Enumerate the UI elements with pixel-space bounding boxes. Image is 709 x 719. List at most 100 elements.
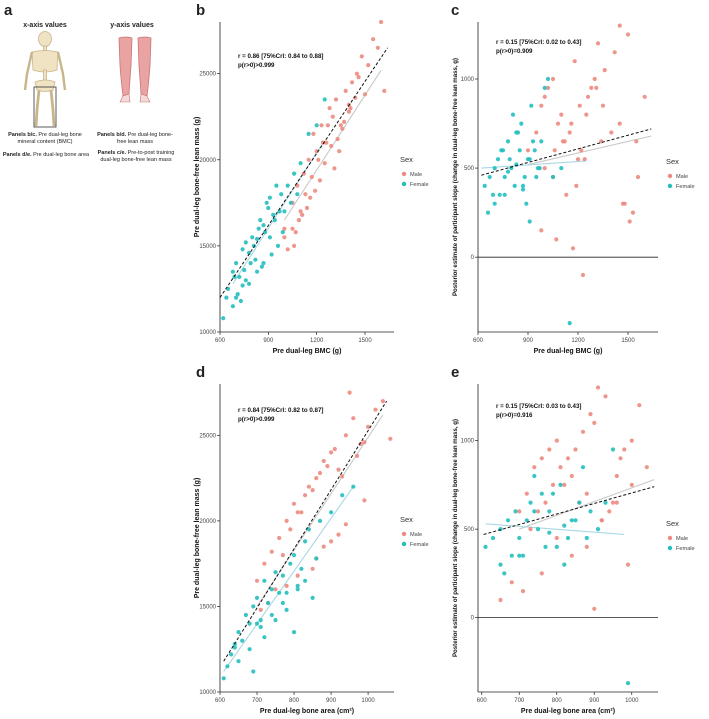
female-data-point: [251, 604, 256, 609]
male-data-point: [584, 544, 589, 549]
legend-female-swatch: [401, 181, 407, 187]
male-data-point: [350, 80, 355, 85]
female-data-point: [520, 187, 526, 192]
male-data-point: [298, 209, 303, 214]
male-data-point: [595, 385, 601, 390]
male-data-point: [336, 467, 341, 472]
female-data-point: [277, 209, 282, 214]
male-data-point: [524, 491, 529, 496]
legend-title: Sex: [666, 157, 679, 166]
female-data-point: [295, 587, 300, 592]
female-data-point: [527, 219, 532, 224]
female-data-point: [236, 659, 241, 664]
female-data-point: [272, 218, 277, 223]
female-data-point: [500, 148, 506, 153]
overall-fit-dashed-line: [223, 400, 388, 662]
male-data-point: [284, 583, 289, 588]
male-data-point: [550, 76, 556, 82]
male-data-point: [329, 539, 334, 544]
male-data-point: [301, 171, 306, 176]
y-axis-label: Posterior estimate of participant slope …: [452, 58, 459, 296]
male-data-point: [629, 482, 634, 487]
female-data-point: [595, 527, 601, 532]
male-data-point: [296, 218, 301, 223]
female-data-point: [310, 595, 315, 600]
female-data-point: [340, 493, 345, 498]
female-data-point: [279, 192, 284, 197]
male-data-point: [290, 226, 295, 231]
female-data-point: [303, 578, 308, 583]
female-data-point: [261, 261, 266, 266]
male-data-point: [599, 518, 604, 523]
caption-panels-bd: Panels b/d. Pre dual-leg bone-free lean …: [94, 132, 176, 146]
male-data-point: [528, 527, 533, 532]
male-data-point: [375, 45, 380, 50]
male-data-point: [380, 399, 385, 404]
y-tick-label: 0: [471, 616, 475, 622]
female-data-point: [303, 539, 308, 544]
male-data-point: [325, 123, 330, 128]
female-data-point: [513, 509, 518, 514]
male-data-point: [539, 571, 544, 576]
x-tick-label: 600: [473, 338, 484, 344]
female-data-point: [291, 553, 297, 558]
caption-de-text: Pre dual-leg bone area: [31, 152, 90, 158]
male-data-point: [273, 587, 278, 592]
female-data-point: [577, 500, 582, 505]
male-data-point: [550, 482, 556, 487]
female-data-point: [284, 607, 289, 612]
female-data-point: [298, 161, 303, 166]
female-data-point: [522, 174, 527, 180]
male-data-point: [542, 166, 547, 171]
female-data-point: [288, 561, 293, 566]
female-data-point: [264, 200, 269, 205]
x-tick-label: 900: [263, 338, 274, 344]
female-data-point: [306, 131, 311, 136]
y-axis-values-header: y-axis values: [110, 22, 154, 29]
male-data-point: [525, 148, 531, 153]
male-data-point: [629, 438, 634, 443]
male-data-point: [592, 606, 597, 611]
male-data-point: [280, 553, 285, 558]
legend-male-label: Male: [676, 174, 688, 180]
male-data-point: [319, 123, 324, 128]
female-data-point: [550, 491, 556, 496]
female-data-point: [224, 295, 229, 300]
x-axis-values-header: x-axis values: [23, 22, 67, 29]
male-data-point: [317, 178, 322, 183]
female-data-point: [550, 174, 556, 180]
male-data-point: [333, 97, 339, 102]
female-data-point: [247, 647, 252, 652]
female-data-point: [495, 157, 501, 162]
female-data-point: [532, 473, 537, 479]
y-tick-label: 1000: [461, 439, 475, 445]
scatter-chart-e: 600 700 800 900 1000 0 500 1000 r = 0.15 [75%CrI…: [452, 384, 695, 715]
male-data-point: [532, 465, 537, 470]
y-tick-label: 15000: [199, 244, 216, 250]
female-data-point: [221, 316, 226, 321]
male-data-point: [291, 501, 297, 506]
female-data-point: [273, 618, 278, 623]
female-data-point: [248, 261, 253, 266]
male-data-point: [627, 219, 632, 224]
female-data-point: [519, 121, 524, 126]
female-data-point: [266, 600, 271, 606]
female-data-point: [588, 509, 593, 514]
x-tick-label: 600: [477, 698, 488, 704]
correlation-annotation: p(r>0)>0.999: [238, 416, 275, 423]
x-tick-label: 700: [514, 698, 525, 704]
male-data-point: [577, 103, 582, 108]
female-data-point: [580, 465, 586, 470]
male-data-point: [325, 464, 330, 469]
female-data-point: [505, 518, 511, 523]
female-data-point: [497, 192, 502, 197]
female-data-point: [262, 578, 267, 583]
female-data-point: [234, 261, 239, 266]
female-data-point: [505, 139, 511, 144]
x-axis-label: Pre dual-leg BMC (g): [273, 348, 342, 355]
female-data-point: [254, 595, 260, 600]
male-data-point: [284, 518, 289, 523]
female-data-point: [512, 183, 517, 188]
x-tick-label: 800: [289, 698, 300, 704]
male-data-point: [589, 85, 594, 90]
